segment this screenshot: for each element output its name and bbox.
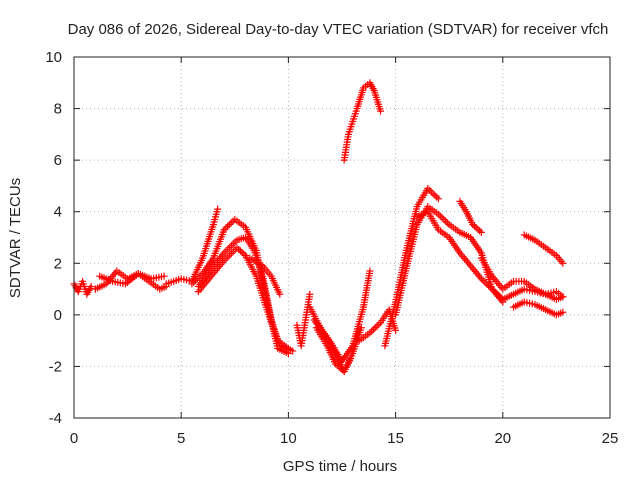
data-point — [366, 267, 374, 275]
y-tick-label: 0 — [54, 307, 62, 324]
data-point — [284, 344, 292, 352]
data-point — [240, 250, 248, 258]
series-seg20 — [488, 285, 567, 303]
data-point — [559, 259, 567, 267]
data-point — [392, 326, 400, 334]
data-point — [559, 293, 567, 301]
data-point — [434, 195, 442, 203]
series-seg19 — [477, 254, 567, 301]
data-point — [238, 248, 246, 256]
y-tick-label: -2 — [49, 358, 62, 375]
data-point — [337, 364, 345, 372]
x-tick-label: 25 — [602, 430, 619, 447]
data-point — [214, 205, 222, 213]
series-seg3 — [96, 270, 168, 288]
y-tick-label: 10 — [45, 49, 62, 66]
series-seg15 — [381, 185, 442, 350]
data-point — [87, 282, 95, 290]
series-seg8 — [246, 254, 284, 298]
data-point — [470, 222, 478, 230]
x-axis-label: GPS time / hours — [283, 458, 397, 475]
y-tick-label: -4 — [49, 410, 62, 427]
data-point — [333, 361, 341, 369]
data-point — [469, 221, 477, 229]
data-point — [289, 347, 297, 355]
chart-title: Day 086 of 2026, Sidereal Day-to-day VTE… — [68, 21, 609, 38]
series-seg1 — [70, 277, 95, 298]
data-point — [332, 360, 340, 368]
series-seg4 — [162, 205, 222, 288]
y-tick-label: 8 — [54, 101, 62, 118]
plot-frame — [73, 56, 611, 419]
series-seg12 — [312, 324, 355, 376]
data-point — [236, 247, 244, 255]
data-point — [559, 308, 567, 316]
data-point — [477, 228, 485, 236]
data-point — [476, 227, 484, 235]
series-seg6 — [194, 234, 297, 355]
x-tick-label: 10 — [280, 430, 297, 447]
y-tick-label: 2 — [54, 255, 62, 272]
series-seg21 — [510, 298, 567, 319]
data-point — [235, 245, 243, 253]
x-tick-label: 20 — [494, 430, 511, 447]
data-point — [306, 290, 314, 298]
y-tick-label: 6 — [54, 152, 62, 169]
data-point — [377, 107, 385, 115]
series-seg14 — [340, 79, 385, 164]
x-tick-label: 0 — [70, 430, 78, 447]
data-point — [335, 363, 343, 371]
series-seg17 — [413, 208, 507, 306]
data-point — [472, 224, 480, 232]
series-seg2 — [91, 267, 170, 293]
data-point — [474, 225, 482, 233]
y-axis-label: SDTVAR / TECUs — [7, 178, 24, 298]
series-seg18 — [456, 197, 485, 236]
x-tick-label: 15 — [387, 430, 404, 447]
x-tick-label: 5 — [177, 430, 185, 447]
series-seg7 — [194, 244, 292, 352]
data-point — [347, 355, 355, 363]
y-tick-label: 4 — [54, 204, 62, 221]
data-point — [357, 324, 365, 332]
data-points — [70, 79, 567, 376]
data-point — [160, 272, 168, 280]
data-point — [233, 244, 241, 252]
data-point — [276, 290, 284, 298]
series-seg22 — [520, 231, 567, 267]
